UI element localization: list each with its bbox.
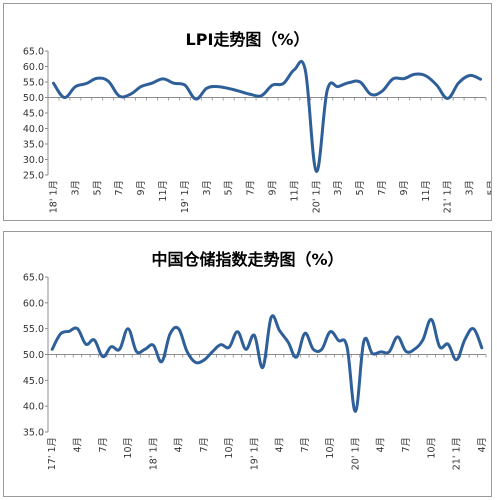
lpi-x-tick-label: 3月 <box>70 180 81 196</box>
warehouse-x-tick-label: 4月 <box>376 437 387 453</box>
lpi-x-tick-label: 7月 <box>246 180 257 196</box>
warehouse-x-tick-label: 7月 <box>300 437 311 453</box>
lpi-x-tick-label: 5月 <box>486 180 491 196</box>
lpi-y-tick-label: 55.0 <box>23 78 44 89</box>
warehouse-x-tick-label: 7月 <box>401 437 412 453</box>
lpi-chart-svg: 25.0 30.0 35.0 40.0 45.0 50.0 55.0 60.0 65.0 18' … <box>23 47 491 214</box>
warehouse-chart-title: 中国仓储指数走势图（%） <box>151 250 344 269</box>
lpi-x-tick-label: 11月 <box>158 180 169 202</box>
warehouse-y-tick-label: 45.0 <box>23 376 44 387</box>
warehouse-x-tick-label: 21' 1月 <box>452 437 463 470</box>
warehouse-y-tick-label: 65.0 <box>23 273 44 284</box>
warehouse-series-line <box>50 314 484 413</box>
lpi-x-tick-label: 11月 <box>289 180 300 202</box>
lpi-y-tick-label: 35.0 <box>23 140 44 151</box>
lpi-y-tick-label: 60.0 <box>23 62 44 73</box>
warehouse-x-tick-label: 7月 <box>199 437 210 453</box>
warehouse-chart-svg: 35.0 40.0 45.0 50.0 55.0 60.0 65.0 17' 1月 4月 7月 10… <box>23 273 488 471</box>
lpi-y-tick-label: 50.0 <box>23 93 44 104</box>
lpi-x-tick-label: 5月 <box>224 180 235 196</box>
warehouse-x-tick-label: 4月 <box>72 437 83 453</box>
lpi-series-line <box>52 59 482 173</box>
warehouse-x-tick-label: 19' 1月 <box>249 437 260 470</box>
warehouse-y-tick-label: 55.0 <box>23 324 44 335</box>
lpi-x-tick-label: 3月 <box>202 180 213 196</box>
warehouse-x-tick-label: 4月 <box>275 437 286 453</box>
warehouse-y-tick-label: 60.0 <box>23 298 44 309</box>
lpi-x-tick-label: 3月 <box>465 180 476 196</box>
warehouse-chart-panel: 中国仓储指数走势图（%） 35.0 40.0 45.0 50.0 55.0 60.0 65.… <box>3 231 492 497</box>
lpi-x-tick-label: 11月 <box>421 180 432 202</box>
warehouse-x-tick-label: 17' 1月 <box>47 437 58 470</box>
lpi-y-tick-label: 45.0 <box>23 109 44 120</box>
lpi-x-tick-label: 9月 <box>267 180 278 196</box>
lpi-y-tick-label: 25.0 <box>23 171 44 182</box>
lpi-x-tick-label: 3月 <box>333 180 344 196</box>
warehouse-x-tick-label: 7月 <box>98 437 109 453</box>
lpi-x-tick-label: 9月 <box>399 180 410 196</box>
lpi-x-tick-label: 5月 <box>92 180 103 196</box>
warehouse-x-tick-label: 4月 <box>477 437 488 453</box>
lpi-x-tick-label: 5月 <box>355 180 366 196</box>
warehouse-y-tick-label: 40.0 <box>23 402 44 413</box>
lpi-chart-title: LPI走势图（%） <box>185 30 310 49</box>
warehouse-x-tick-label: 4月 <box>174 437 185 453</box>
warehouse-x-tick-label: 10月 <box>325 437 336 459</box>
lpi-x-tick-label: 19' 1月 <box>180 180 191 213</box>
warehouse-x-tick-label: 20' 1月 <box>350 437 361 470</box>
warehouse-x-tick-label: 10月 <box>224 437 235 459</box>
lpi-x-tick-label: 9月 <box>136 180 147 196</box>
lpi-x-tick-label: 21' 1月 <box>443 180 454 213</box>
lpi-x-tick-label: 18' 1月 <box>48 180 59 213</box>
warehouse-y-tick-label: 50.0 <box>23 350 44 361</box>
lpi-chart-panel: LPI走势图（%） 25.0 30.0 35.0 40.0 45.0 50.0 55.0 60… <box>3 3 492 221</box>
lpi-x-tick-label: 7月 <box>114 180 125 196</box>
lpi-x-tick-label: 20' 1月 <box>311 180 322 213</box>
lpi-y-tick-label: 40.0 <box>23 124 44 135</box>
lpi-y-tick-label: 30.0 <box>23 155 44 166</box>
warehouse-x-tick-label: 10月 <box>426 437 437 459</box>
warehouse-x-tick-label: 18' 1月 <box>148 437 159 470</box>
lpi-x-tick-label: 7月 <box>377 180 388 196</box>
lpi-y-tick-label: 65.0 <box>23 47 44 58</box>
warehouse-y-tick-label: 35.0 <box>23 428 44 439</box>
warehouse-x-tick-label: 10月 <box>123 437 134 459</box>
